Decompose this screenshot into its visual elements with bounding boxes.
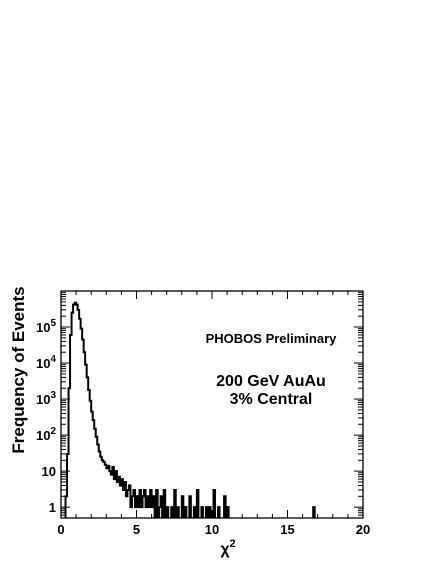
y-axis-ticks (61, 292, 363, 519)
histogram-bin (72, 313, 74, 518)
histogram-bin (99, 452, 101, 518)
histogram-bin (108, 466, 110, 518)
annotation-centrality: 3% Central (230, 391, 313, 408)
histogram-bin (117, 482, 119, 518)
y-tick-label: 105 (36, 318, 56, 335)
y-tick-label-base: 10 (36, 428, 50, 443)
x-axis-ticks (60, 291, 364, 518)
y-tick-label-exponent: 3 (50, 390, 56, 401)
histogram-bin (88, 390, 90, 518)
histogram-bin (82, 340, 84, 518)
y-tick-label-base: 1 (49, 500, 56, 515)
histogram-bin (149, 507, 151, 518)
x-tick-label: 5 (133, 522, 140, 537)
histogram-bin (75, 303, 77, 518)
plot-border (60, 290, 364, 519)
histogram-bin (94, 429, 96, 518)
y-tick-label-exponent: 4 (50, 354, 56, 365)
histogram-bin (84, 352, 86, 518)
histogram-bin (120, 485, 122, 518)
annotation-experiment: PHOBOS Preliminary (206, 331, 338, 346)
annotation-system: 200 GeV AuAu (216, 373, 326, 390)
x-axis-title-exponent: 2 (230, 538, 236, 550)
histogram-bin (106, 468, 108, 518)
histogram-bin (100, 457, 102, 518)
y-tick-label: 1 (49, 500, 56, 515)
y-tick-label-exponent: 2 (50, 426, 56, 437)
histogram-bin (114, 479, 116, 518)
histogram-bin (96, 437, 98, 518)
histogram-bin (123, 490, 125, 518)
y-tick-label-base: 10 (42, 464, 56, 479)
y-tick-label: 104 (36, 354, 56, 371)
y-tick-label-base: 10 (36, 356, 50, 371)
histogram-bin (105, 465, 107, 518)
y-tick-label-base: 10 (36, 320, 50, 335)
histogram-bin (146, 507, 148, 518)
histogram-bin (130, 507, 132, 518)
y-tick-label-exponent: 5 (50, 318, 56, 329)
histogram-bin (97, 444, 99, 518)
histogram-bin (126, 496, 128, 518)
histogram-bin (109, 471, 111, 518)
y-axis-title: Frequency of Events (9, 286, 28, 453)
x-tick-label: 15 (280, 522, 294, 537)
y-tick-label: 10 (42, 464, 56, 479)
histogram-bin (91, 412, 93, 518)
histogram-bin (76, 305, 78, 518)
x-axis-title-symbol: χ (220, 541, 230, 558)
plot-frame (60, 290, 364, 519)
histogram-bin (73, 305, 75, 518)
x-tick-label: 10 (205, 522, 219, 537)
histogram-bin (102, 460, 104, 518)
histogram-bin (138, 507, 140, 518)
x-axis-title: χ2 (220, 538, 235, 558)
histogram-bin (87, 377, 89, 518)
histogram-bin (85, 365, 87, 518)
histogram-bin (93, 420, 95, 518)
histogram-bin (111, 475, 113, 518)
histogram-bin (78, 310, 80, 518)
histogram-bin (90, 401, 92, 518)
y-tick-label: 102 (36, 426, 56, 443)
histogram-bin (81, 329, 83, 518)
histogram-bin (141, 507, 143, 518)
y-tick-label: 103 (36, 390, 56, 407)
y-tick-label-base: 10 (36, 392, 50, 407)
x-tick-label: 20 (356, 522, 370, 537)
x-axis-tick-labels: 0 5 10 15 20 (57, 522, 370, 537)
histogram-step-line (64, 301, 316, 518)
histogram-bin (103, 462, 105, 518)
x-tick-label: 0 (57, 522, 64, 537)
histogram-series (64, 301, 316, 518)
histogram-bin (79, 319, 81, 518)
